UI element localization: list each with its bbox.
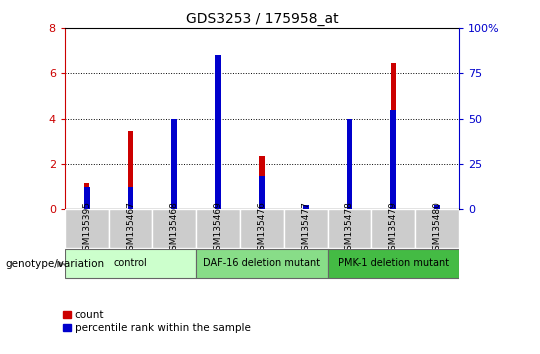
Bar xyxy=(240,209,284,248)
Bar xyxy=(171,119,177,209)
Bar xyxy=(152,209,196,248)
Text: GSM135468: GSM135468 xyxy=(170,201,179,256)
Text: PMK-1 deletion mutant: PMK-1 deletion mutant xyxy=(338,258,449,268)
Text: DAF-16 deletion mutant: DAF-16 deletion mutant xyxy=(204,258,320,268)
Bar xyxy=(196,249,328,278)
Text: GSM135467: GSM135467 xyxy=(126,201,135,256)
Bar xyxy=(215,57,221,209)
Bar xyxy=(434,205,440,209)
Text: genotype/variation: genotype/variation xyxy=(5,259,105,269)
Text: GSM135479: GSM135479 xyxy=(389,201,398,256)
Polygon shape xyxy=(57,261,66,268)
Bar xyxy=(303,205,308,209)
Bar xyxy=(415,209,459,248)
Bar xyxy=(284,209,328,248)
Bar xyxy=(65,209,109,248)
Title: GDS3253 / 175958_at: GDS3253 / 175958_at xyxy=(186,12,338,26)
Bar xyxy=(435,208,440,209)
Text: GSM135476: GSM135476 xyxy=(258,201,266,256)
Bar xyxy=(259,156,265,209)
Text: GSM135480: GSM135480 xyxy=(433,201,442,256)
Text: GSM135477: GSM135477 xyxy=(301,201,310,256)
Legend: count, percentile rank within the sample: count, percentile rank within the sample xyxy=(59,306,255,338)
Bar xyxy=(109,209,152,248)
Text: GSM135395: GSM135395 xyxy=(82,201,91,256)
Bar xyxy=(84,187,90,209)
Bar xyxy=(84,183,89,209)
Text: GSM135469: GSM135469 xyxy=(214,201,222,256)
Text: GSM135478: GSM135478 xyxy=(345,201,354,256)
Bar xyxy=(128,131,133,209)
Bar xyxy=(65,249,196,278)
Bar xyxy=(390,63,396,209)
Bar xyxy=(347,119,352,209)
Bar xyxy=(127,187,133,209)
Bar xyxy=(328,249,459,278)
Bar xyxy=(390,110,396,209)
Bar xyxy=(347,119,353,209)
Text: control: control xyxy=(113,258,147,268)
Bar xyxy=(259,176,265,209)
Bar xyxy=(328,209,372,248)
Bar xyxy=(172,128,177,209)
Bar xyxy=(215,56,221,209)
Bar xyxy=(303,208,308,209)
Bar xyxy=(372,209,415,248)
Bar xyxy=(196,209,240,248)
